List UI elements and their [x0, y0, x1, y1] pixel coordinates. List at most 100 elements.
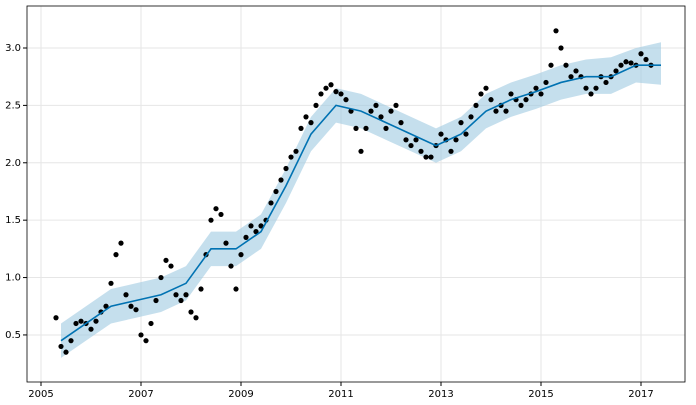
y-tick-label: 3.0 [5, 43, 21, 54]
data-point [463, 131, 469, 137]
data-point [508, 91, 514, 97]
data-point [583, 85, 589, 91]
data-point [378, 114, 384, 120]
data-point [573, 68, 579, 74]
data-point [288, 154, 294, 160]
data-point [158, 274, 164, 281]
data-point [298, 125, 304, 131]
data-point [373, 102, 379, 108]
data-point [318, 91, 324, 97]
data-point [293, 148, 299, 154]
data-point [563, 62, 569, 68]
data-point [383, 125, 389, 131]
data-point [458, 120, 464, 126]
data-point [93, 318, 99, 324]
y-tick-label: 2.0 [5, 158, 21, 169]
data-point [473, 102, 479, 108]
x-tick-label: 2017 [628, 389, 653, 400]
data-point [128, 303, 134, 309]
data-point [628, 60, 634, 66]
data-point [183, 292, 189, 298]
data-point [328, 82, 334, 88]
data-point [68, 338, 74, 344]
data-point [418, 148, 424, 154]
data-point [503, 108, 509, 114]
data-point [73, 320, 79, 327]
data-point [623, 59, 629, 65]
data-point [213, 206, 219, 212]
data-point [543, 79, 549, 86]
data-point [398, 120, 404, 126]
data-point [108, 280, 114, 286]
y-tick-label: 1.0 [5, 273, 21, 284]
data-point [268, 200, 274, 206]
data-point [603, 79, 609, 86]
data-point [233, 286, 239, 292]
x-tick-label: 2011 [328, 389, 353, 400]
data-point [358, 148, 364, 154]
plot-frame [26, 5, 686, 383]
data-point [58, 343, 64, 350]
data-point [218, 211, 224, 218]
data-point [118, 240, 124, 246]
data-point [313, 102, 319, 108]
data-point [493, 108, 499, 114]
data-point [393, 102, 399, 108]
data-point [303, 114, 309, 120]
data-point [133, 307, 139, 313]
data-point [558, 45, 564, 51]
data-point [173, 292, 179, 298]
data-point [368, 108, 374, 114]
data-point [538, 91, 544, 97]
data-point [523, 97, 529, 103]
data-point [423, 154, 429, 160]
data-point [228, 263, 234, 269]
data-point [588, 91, 594, 97]
x-tick-label: 2009 [228, 389, 253, 400]
data-point [478, 91, 484, 97]
data-point [193, 315, 199, 321]
data-point [388, 108, 394, 114]
data-point [238, 252, 244, 258]
data-point [103, 303, 109, 309]
data-point [308, 120, 314, 126]
y-tick-label: 2.5 [5, 100, 21, 111]
data-point [548, 62, 554, 68]
data-point [278, 177, 284, 183]
data-point [438, 131, 444, 137]
data-point [488, 97, 494, 103]
uncertainty-band [61, 42, 661, 358]
data-point [613, 68, 619, 74]
data-point [483, 85, 489, 91]
data-point [353, 125, 359, 131]
data-point [143, 338, 149, 344]
data-point [178, 297, 184, 304]
data-point [208, 217, 214, 223]
data-point [168, 263, 174, 269]
data-point [78, 318, 84, 324]
data-point [518, 102, 524, 108]
y-tick-label: 0.5 [5, 330, 21, 341]
x-tick-label: 2007 [128, 389, 153, 400]
data-point [138, 332, 144, 338]
data-point [283, 165, 289, 172]
data-point [123, 292, 129, 298]
x-tick-label: 2005 [28, 389, 53, 400]
data-point [413, 137, 419, 143]
data-point [338, 91, 344, 97]
data-point [533, 85, 539, 91]
data-point [638, 51, 644, 57]
x-tick-label: 2013 [428, 389, 453, 400]
y-tick-label: 1.5 [5, 215, 21, 226]
x-tick-label: 2015 [528, 389, 553, 400]
data-point [553, 28, 559, 34]
data-point [63, 349, 69, 355]
data-point [88, 326, 94, 332]
data-point [453, 137, 459, 143]
data-point [223, 240, 229, 246]
data-point [428, 154, 434, 160]
data-point [363, 125, 369, 131]
data-point [53, 315, 59, 321]
data-point [333, 89, 339, 95]
data-point [343, 97, 349, 103]
